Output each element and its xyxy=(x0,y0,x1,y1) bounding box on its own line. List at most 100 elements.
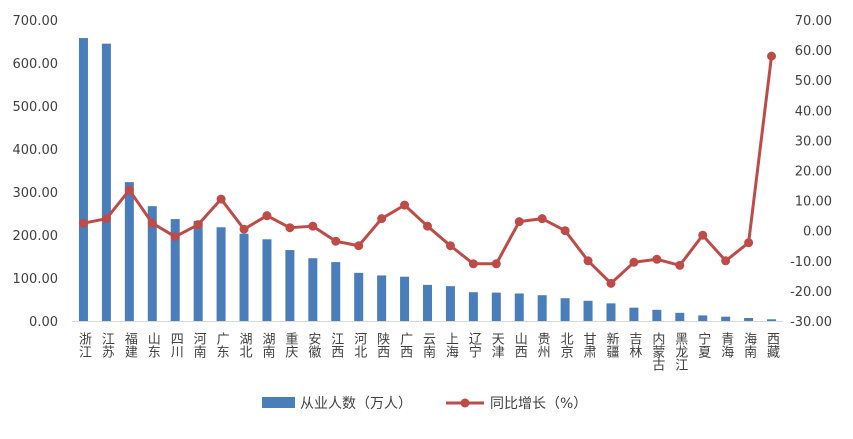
right-y-tick-label: 40.00 xyxy=(795,104,832,119)
legend-line-marker xyxy=(460,398,470,408)
line-series xyxy=(78,51,777,288)
bar-浙江 xyxy=(78,38,88,322)
x-tick-label: 陕西 xyxy=(374,332,390,358)
growth-point-黑龙江 xyxy=(675,260,685,270)
growth-point-湖北 xyxy=(239,224,249,234)
growth-point-山西 xyxy=(514,217,524,227)
bar-上海 xyxy=(445,286,455,321)
bar-山东 xyxy=(147,206,157,321)
growth-line xyxy=(83,55,774,285)
bar-广西 xyxy=(400,276,410,321)
left-y-axis: 0.00 100.00 200.00 300.00 400.00 500.00 600.00… xyxy=(13,14,59,330)
growth-point-河北 xyxy=(354,241,364,251)
growth-point-安徽 xyxy=(308,221,318,231)
right-y-tick-label: -20.00 xyxy=(790,285,832,300)
right-y-tick-label: 60.00 xyxy=(795,44,832,59)
x-tick-label: 甘肃 xyxy=(581,332,597,358)
bar-江苏 xyxy=(101,43,111,322)
growth-point-新疆 xyxy=(606,278,616,288)
x-tick-label: 江苏 xyxy=(99,332,115,358)
growth-point-重庆 xyxy=(285,223,295,233)
growth-point-北京 xyxy=(560,226,570,236)
x-tick-label: 黑龙江 xyxy=(672,332,688,371)
x-tick-label: 河北 xyxy=(351,332,367,359)
growth-point-内蒙古 xyxy=(652,254,662,264)
bar-广东 xyxy=(216,227,226,321)
left-y-tick-label: 500.00 xyxy=(13,100,59,115)
x-tick-label: 山东 xyxy=(145,332,161,358)
x-tick-label: 吉林 xyxy=(626,332,642,358)
left-y-tick-label: 100.00 xyxy=(13,272,59,287)
growth-point-上海 xyxy=(445,241,455,251)
growth-point-青海 xyxy=(721,256,731,266)
x-tick-label: 浙江 xyxy=(76,332,92,358)
x-tick-label: 西藏 xyxy=(764,332,780,358)
growth-point-福建 xyxy=(124,185,134,195)
bar-西藏 xyxy=(767,319,777,321)
bar-安徽 xyxy=(308,258,318,321)
growth-point-山东 xyxy=(147,218,157,228)
left-y-tick-label: 0.00 xyxy=(29,315,58,330)
x-tick-label: 湖北 xyxy=(237,332,253,359)
bar-天津 xyxy=(491,292,501,321)
x-tick-label: 四川 xyxy=(168,332,184,358)
x-tick-label: 北京 xyxy=(558,332,574,358)
bar-湖北 xyxy=(239,233,249,321)
bar-甘肃 xyxy=(583,300,593,321)
right-y-tick-label: -30.00 xyxy=(790,315,832,330)
bar-河南 xyxy=(193,220,203,321)
bar-陕西 xyxy=(377,275,387,321)
x-tick-label: 福建 xyxy=(122,332,138,359)
growth-point-天津 xyxy=(491,259,501,269)
bar-海南 xyxy=(744,317,754,321)
bar-湖南 xyxy=(262,239,272,321)
right-y-tick-label: 30.00 xyxy=(795,134,832,149)
bar-北京 xyxy=(560,298,570,321)
left-y-tick-label: 600.00 xyxy=(13,57,59,72)
growth-point-宁夏 xyxy=(698,230,708,240)
bar-宁夏 xyxy=(698,315,708,321)
bar-青海 xyxy=(721,316,731,321)
x-tick-label: 天津 xyxy=(489,332,505,358)
growth-point-四川 xyxy=(170,232,180,242)
bar-福建 xyxy=(124,182,134,321)
left-y-tick-label: 200.00 xyxy=(13,229,59,244)
bar-云南 xyxy=(423,284,432,321)
legend-line-label: 同比增长（%） xyxy=(490,396,587,412)
right-y-tick-label: 50.00 xyxy=(795,74,832,89)
bar-辽宁 xyxy=(468,292,478,321)
x-tick-label: 新疆 xyxy=(603,331,619,358)
left-y-tick-label: 700.00 xyxy=(13,14,59,29)
growth-point-广东 xyxy=(216,194,226,204)
growth-point-海南 xyxy=(744,238,754,248)
left-y-tick-label: 300.00 xyxy=(13,186,59,201)
right-y-tick-label: 10.00 xyxy=(795,195,832,210)
bar-内蒙古 xyxy=(652,309,662,321)
growth-point-江西 xyxy=(331,236,341,246)
growth-point-甘肃 xyxy=(583,256,593,266)
bar-四川 xyxy=(170,219,180,321)
bar-山西 xyxy=(514,293,524,321)
bar-series xyxy=(78,38,777,322)
x-tick-label: 宁夏 xyxy=(695,331,711,358)
right-y-tick-label: 0.00 xyxy=(803,225,832,240)
x-tick-label: 辽宁 xyxy=(466,332,482,358)
legend-bar-label: 从业人数（万人） xyxy=(300,396,412,412)
right-y-axis: -30.00 -20.00 -10.00 0.00 10.00 20.00 30.00 40.… xyxy=(790,14,832,330)
legend-bar-swatch xyxy=(262,397,295,408)
x-tick-label: 广西 xyxy=(397,332,413,358)
x-tick-label: 河南 xyxy=(191,332,207,358)
bar-河北 xyxy=(354,272,364,321)
bar-贵州 xyxy=(537,295,547,321)
x-tick-label: 湖南 xyxy=(259,332,275,358)
growth-point-湖南 xyxy=(262,211,272,221)
growth-point-广西 xyxy=(400,200,410,210)
growth-point-陕西 xyxy=(377,214,387,224)
growth-point-云南 xyxy=(423,221,432,231)
bar-重庆 xyxy=(285,250,295,321)
growth-point-河南 xyxy=(193,220,203,230)
x-tick-label: 广东 xyxy=(214,332,230,358)
growth-point-江苏 xyxy=(101,214,111,224)
growth-point-贵州 xyxy=(537,214,547,224)
